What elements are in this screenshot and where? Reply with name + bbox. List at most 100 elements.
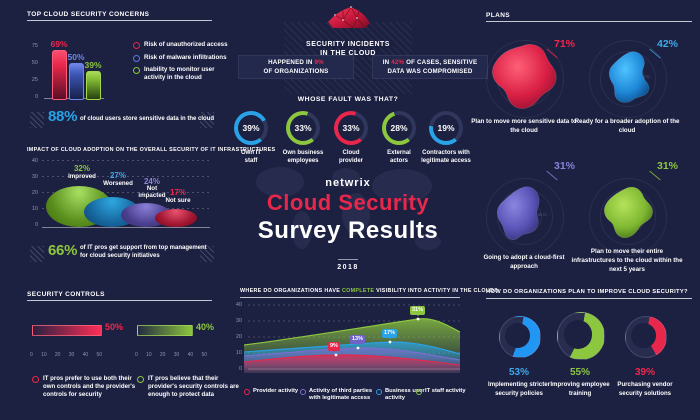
stat-66-value: 66% [48,242,78,259]
fault-question-text: WHOSE FAULT WAS THAT? [294,96,402,103]
datapoint-tag-business-user: 17% [382,329,398,339]
donut-value: 28% [390,123,408,133]
donut-label: Contractors with legitimate access [421,150,471,164]
controls-legend-item: IT pros believe that their provider's se… [137,375,243,399]
bar-value-monitor: 39% [84,60,102,70]
bubble-label: Worsened [103,180,133,187]
vis-ytick: 30 [235,318,242,324]
purple-legend-dot-icon [300,389,306,395]
stat-66-text-line2: for cloud security initiatives [80,253,160,259]
box-text: OF CASES, SENSITIVE [404,58,478,66]
bar-malware-infiltrations [69,63,84,100]
vis-ytick: 0 [238,366,242,372]
plan-caption: Going to adopt a cloud-first approach [483,254,565,270]
vis-ytick: 10 [235,350,242,356]
bar-monitor-activity [86,71,101,100]
green-legend-dot-icon [137,376,144,383]
impact-ytick: 10 [31,206,38,212]
concerns-ytick: 0 [34,94,38,100]
legend-label: Business user activity [385,388,425,402]
gridline [42,192,210,193]
legend-label: IT pros believe that their provider's se… [148,375,239,398]
legend-label: IT pros prefer to use both their own con… [43,375,136,398]
plans-title: PLANS [486,12,511,19]
box-text: HAPPENED IN [268,58,315,66]
donut-value: 19% [437,123,455,133]
plan-value: 42% [657,38,679,50]
plan-caption: Plan to move more sensitive data to the … [471,118,577,134]
concerns-underline [27,20,212,21]
stat-66-text-line1: of IT pros get support from top manageme… [80,245,207,251]
hbar-value: 40% [196,322,215,332]
box-line2: DATA WAS COMPROMISED [387,68,473,75]
netwrix-logo: netwrix [325,177,371,189]
controls-underline [27,300,212,301]
datapoint-tag-provider: 9% [328,342,340,352]
axis-tick: 10 [41,352,47,358]
visibility-area-chart [244,304,460,373]
blob-purple-cloud-first [496,186,540,241]
donut-value: 33% [294,123,312,133]
plan-caption: Ready for a broader adoption of the clou… [574,118,680,134]
concerns-title: TOP CLOUD SECURITY CONCERNS [27,11,150,18]
vis-ytick: 40 [235,302,242,308]
ring-tick-labels: 25 40 55 70 [528,213,547,217]
controls-title: SECURITY CONTROLS [27,291,105,298]
donut-label: Cloud provider [338,150,363,164]
impact-ytick: 0 [34,222,38,228]
fault-question: WHOSE FAULT WAS THAT? [288,88,408,106]
legend-label: Risk of unauthorized access [144,41,228,48]
axis-tick: 30 [68,352,75,358]
improve-title: HOW DO ORGANIZATIONS PLAN TO IMPROVE CLO… [486,289,688,295]
hatch-decoration [30,112,44,128]
axis-tick: 0 [135,352,138,358]
box-line1: IN 42% OF CASES, SENSITIVE [373,58,487,67]
world-map-background [256,167,441,250]
visibility-underline [240,297,460,298]
green-legend-dot-icon [416,389,422,395]
axis-tick: 50 [201,352,207,358]
donut-value: 39% [242,123,260,133]
concerns-legend-item: Risk of unauthorized access [133,41,228,49]
vis-legend-item: Provider activity [244,388,298,395]
bubble-label: Not sure [165,197,191,204]
vis-legend-item: IT staff activity [416,388,466,395]
axis-tick: 50 [96,352,102,358]
controls-legend-item: IT pros prefer to use both their own con… [32,375,138,399]
concerns-ytick: 50 [31,60,38,66]
plan-value: 71% [554,38,576,50]
bubble-value: 17% [169,188,186,197]
incidents-title-text: SECURITY INCIDENTS [303,41,393,48]
green-legend-dot-icon [133,67,140,74]
plans-underline [486,21,692,22]
legend-label: Activity of third parties with legitimate… [309,388,373,402]
bubble-value: 24% [143,177,160,186]
box-line2: OF ORGANIZATIONS [263,68,329,75]
axis-tick: 10 [146,352,152,358]
hbar-axis: 0 10 20 30 40 50 [135,352,207,358]
incidents-title-line1: SECURITY INCIDENTS [288,33,408,51]
plan-value: 31% [554,160,576,172]
red-cloud-icon [328,6,370,29]
radar-ring [486,40,564,118]
bar-unauthorized-access [52,50,67,100]
donut-label: Own IT staff [241,150,261,164]
highlight-complete: COMPLETE [341,288,375,294]
title-divider [338,259,358,260]
datapoint-tag-third-parties: 13% [350,335,366,345]
legend-label: Provider activity [253,388,299,394]
donut-label: Own business employees [282,150,324,164]
red-legend-dot-icon [32,376,39,383]
red-legend-dot-icon [244,389,250,395]
datapoint-tag-it-staff: 31% [410,306,426,316]
main-title-red: Cloud Security [266,190,430,215]
concerns-legend-item: Inability to monitor user activity in th… [133,66,220,82]
hbar-axis: 0 10 20 30 40 50 [30,352,102,358]
donut-label: External actors [387,150,411,164]
plan-caption: Plan to move their entire infrastructure… [571,248,683,273]
axis-tick: 30 [173,352,180,358]
leader-line [649,170,661,181]
moon-caption: Improving employee training [550,381,610,397]
hbar-provider-controls [137,325,193,336]
leader-line [546,170,558,181]
